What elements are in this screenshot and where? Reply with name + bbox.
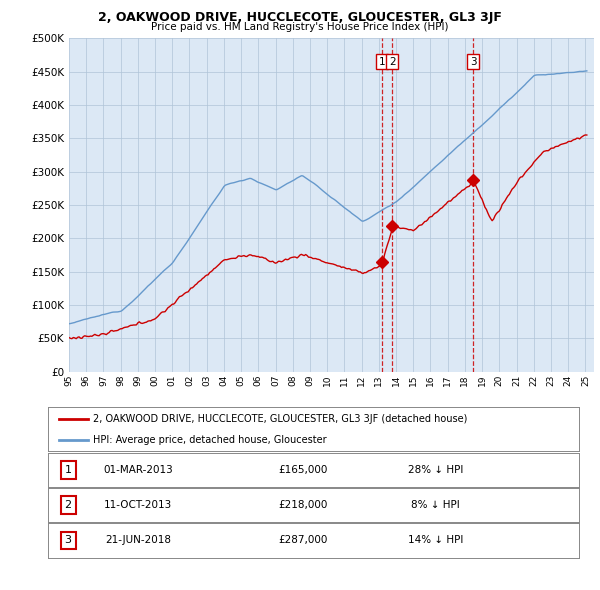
Text: 11-OCT-2013: 11-OCT-2013 <box>104 500 172 510</box>
Text: 28% ↓ HPI: 28% ↓ HPI <box>408 465 463 474</box>
Text: 2, OAKWOOD DRIVE, HUCCLECOTE, GLOUCESTER, GL3 3JF: 2, OAKWOOD DRIVE, HUCCLECOTE, GLOUCESTER… <box>98 11 502 24</box>
Text: 21-JUN-2018: 21-JUN-2018 <box>105 536 171 545</box>
Text: 3: 3 <box>65 536 71 545</box>
Text: £287,000: £287,000 <box>278 536 328 545</box>
Text: £165,000: £165,000 <box>278 465 328 474</box>
Text: 2: 2 <box>65 500 72 510</box>
Text: Price paid vs. HM Land Registry's House Price Index (HPI): Price paid vs. HM Land Registry's House … <box>151 22 449 32</box>
Text: 1: 1 <box>379 57 385 67</box>
Text: 2, OAKWOOD DRIVE, HUCCLECOTE, GLOUCESTER, GL3 3JF (detached house): 2, OAKWOOD DRIVE, HUCCLECOTE, GLOUCESTER… <box>93 415 467 424</box>
Text: 14% ↓ HPI: 14% ↓ HPI <box>408 536 463 545</box>
Text: 1: 1 <box>65 465 71 474</box>
Text: HPI: Average price, detached house, Gloucester: HPI: Average price, detached house, Glou… <box>93 435 327 445</box>
Text: 3: 3 <box>470 57 476 67</box>
Text: £218,000: £218,000 <box>278 500 328 510</box>
Text: 8% ↓ HPI: 8% ↓ HPI <box>411 500 460 510</box>
Text: 01-MAR-2013: 01-MAR-2013 <box>103 465 173 474</box>
Text: 2: 2 <box>389 57 395 67</box>
